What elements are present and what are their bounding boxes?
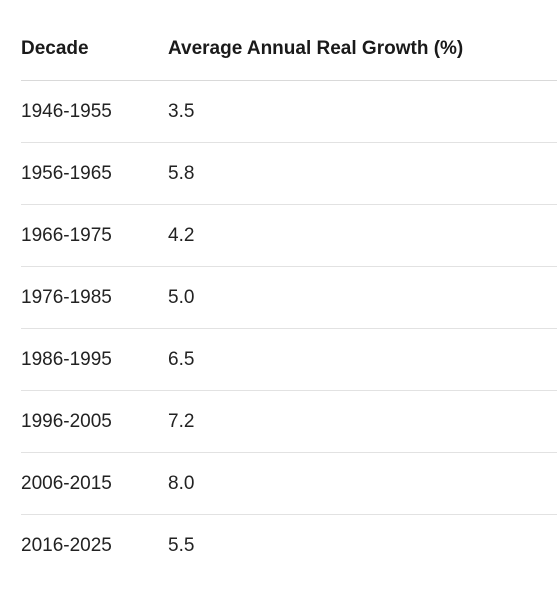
cell-growth: 6.5	[168, 328, 557, 391]
cell-growth: 8.0	[168, 452, 557, 515]
table-row: 2006-2015 8.0	[21, 452, 557, 515]
table-body: 1946-1955 3.5 1956-1965 5.8 1966-1975 4.…	[21, 80, 557, 577]
cell-decade: 1956-1965	[21, 142, 168, 205]
table-row: 1966-1975 4.2	[21, 204, 557, 267]
table-row: 2016-2025 5.5	[21, 515, 557, 577]
cell-decade: 2006-2015	[21, 452, 168, 515]
cell-growth: 3.5	[168, 80, 557, 143]
cell-growth: 4.2	[168, 204, 557, 267]
header-decade: Decade	[21, 18, 168, 81]
table-header: Decade Average Annual Real Growth (%)	[21, 18, 557, 81]
cell-decade: 1986-1995	[21, 328, 168, 391]
table-row: 1976-1985 5.0	[21, 266, 557, 329]
cell-decade: 1966-1975	[21, 204, 168, 267]
header-growth: Average Annual Real Growth (%)	[168, 18, 557, 81]
cell-decade: 2016-2025	[21, 534, 112, 556]
cell-growth: 5.5	[168, 534, 195, 556]
cell-decade: 1996-2005	[21, 390, 168, 453]
growth-table: Decade Average Annual Real Growth (%) 19…	[21, 18, 557, 576]
cell-decade: 1946-1955	[21, 80, 168, 143]
table-row: 1956-1965 5.8	[21, 142, 557, 205]
cell-decade: 1976-1985	[21, 266, 168, 329]
header-row: Decade Average Annual Real Growth (%)	[21, 18, 557, 81]
table-row: 1946-1955 3.5	[21, 80, 557, 143]
growth-table-container: Decade Average Annual Real Growth (%) 19…	[21, 18, 557, 576]
cell-growth: 5.0	[168, 266, 557, 329]
cell-growth: 7.2	[168, 390, 557, 453]
table-row: 1986-1995 6.5	[21, 328, 557, 391]
cell-growth: 5.8	[168, 142, 557, 205]
table-row: 1996-2005 7.2	[21, 390, 557, 453]
